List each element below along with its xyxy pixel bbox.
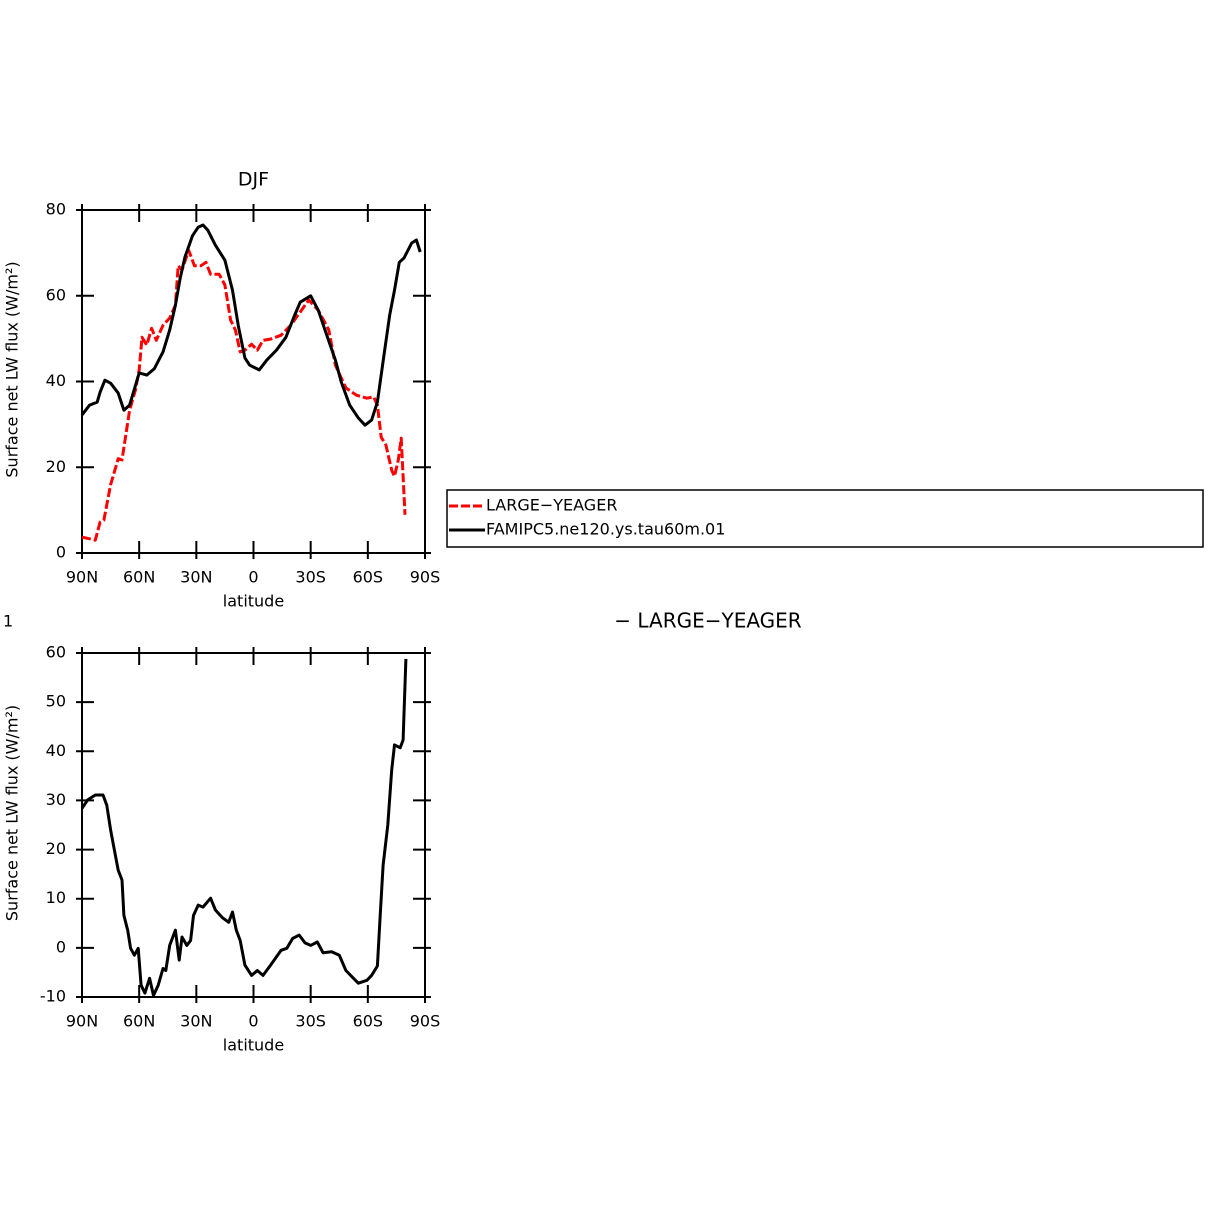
y-tick-label: 20	[46, 457, 66, 476]
y-tick-label: -10	[40, 987, 66, 1006]
legend-box	[446, 489, 1204, 548]
y-tick-label: 0	[56, 937, 66, 956]
x-tick-label: 90S	[410, 1012, 441, 1031]
x-tick-label: 30S	[295, 1012, 326, 1031]
x-tick-label: 30S	[295, 568, 326, 587]
y-axis-label: Surface net LW flux (W/m²)	[3, 261, 22, 477]
y-tick-label: 60	[46, 285, 66, 304]
y-tick-label: 50	[46, 692, 66, 711]
legend-label: LARGE−YEAGER	[486, 496, 617, 515]
x-axis-label: latitude	[223, 1036, 284, 1055]
x-tick-label: 30N	[180, 1012, 212, 1031]
data-line	[80, 658, 408, 997]
x-tick-label: 0	[248, 1012, 258, 1031]
y-tick-label: 80	[46, 200, 66, 219]
plot-frame	[81, 209, 426, 554]
y-axis-label: Surface net LW flux (W/m²)	[3, 705, 22, 921]
x-axis-label: latitude	[223, 592, 284, 611]
x-tick-label: 90S	[410, 568, 441, 587]
y-tick-label: 40	[46, 371, 66, 390]
y-tick-label: 40	[46, 741, 66, 760]
y-tick-label: 30	[46, 790, 66, 809]
x-tick-label: 60N	[123, 1012, 155, 1031]
plot-frame	[81, 652, 426, 998]
data-line	[81, 248, 407, 542]
y-tick-label: 10	[46, 888, 66, 907]
chart-title: − LARGE−YEAGER	[614, 609, 802, 633]
data-line	[80, 223, 422, 427]
x-tick-label: 60N	[123, 568, 155, 587]
x-tick-label: 60S	[353, 568, 384, 587]
legend-label: FAMIPC5.ne120.ys.tau60m.01	[486, 520, 725, 539]
x-tick-label: 60S	[353, 1012, 384, 1031]
x-tick-label: 90N	[66, 568, 98, 587]
left-title: 1	[3, 612, 13, 631]
y-tick-label: 20	[46, 839, 66, 858]
x-tick-label: 0	[248, 568, 258, 587]
y-tick-label: 60	[46, 643, 66, 662]
chart-title: DJF	[238, 169, 269, 191]
x-tick-label: 90N	[66, 1012, 98, 1031]
y-tick-label: 0	[56, 543, 66, 562]
x-tick-label: 30N	[180, 568, 212, 587]
